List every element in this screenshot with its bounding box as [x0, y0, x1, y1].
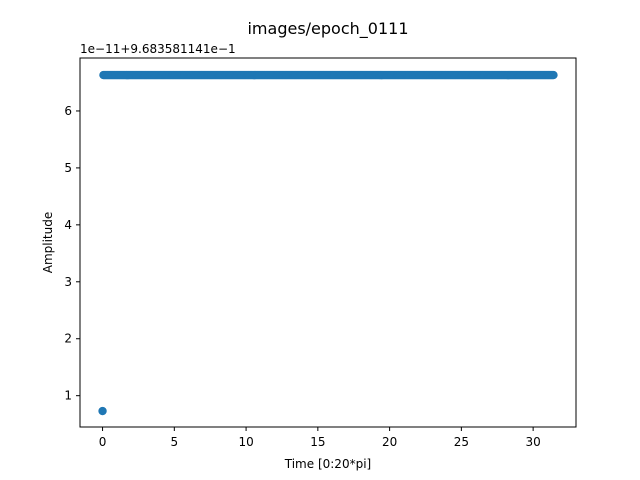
data-point: [549, 70, 558, 80]
x-axis: 0 5 10 15 20 25 30: [99, 427, 541, 449]
y-tick-label: 6: [64, 104, 72, 118]
y-tick-label: 1: [64, 389, 72, 403]
x-tick-label: 15: [310, 435, 325, 449]
y-tick-label: 2: [64, 332, 72, 346]
x-tick-label: 20: [382, 435, 397, 449]
y-axis-label: Amplitude: [41, 212, 55, 274]
y-tick-label: 5: [64, 161, 72, 175]
y-tick-label: 4: [64, 218, 72, 232]
x-tick-label: 5: [170, 435, 178, 449]
y-axis: 1 2 3 4 5 6: [64, 104, 80, 403]
x-tick-label: 0: [99, 435, 107, 449]
x-axis-label: Time [0:20*pi]: [284, 457, 371, 471]
chart-title: images/epoch_0111: [247, 19, 408, 39]
x-tick-label: 25: [454, 435, 469, 449]
y-tick-label: 3: [64, 275, 72, 289]
data-point: [98, 406, 107, 416]
y-offset-label: 1e−11+9.683581141e−1: [80, 42, 236, 56]
plot-frame: [79, 57, 577, 428]
data-points: [98, 70, 558, 416]
x-tick-label: 10: [238, 435, 253, 449]
x-tick-label: 30: [525, 435, 540, 449]
